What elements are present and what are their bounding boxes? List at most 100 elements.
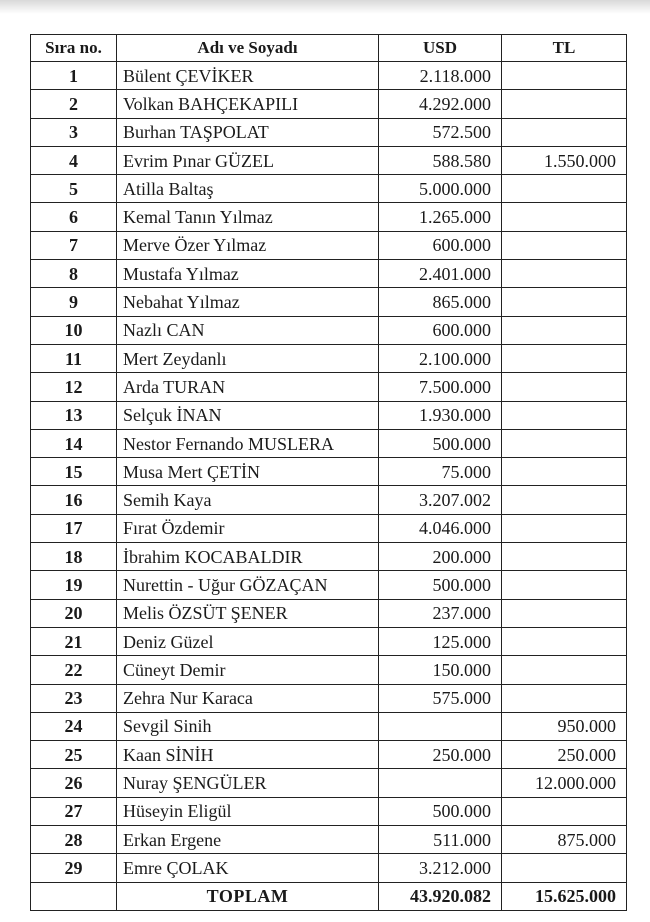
row-number: 24 — [30, 711, 117, 742]
table-row: 5 Atilla Baltaş 5.000.000 — [30, 174, 627, 204]
total-row: TOPLAM 43.920.082 15.625.000 — [30, 881, 627, 911]
person-name: İbrahim KOCABALDIR — [116, 542, 379, 572]
total-usd: 43.920.082 — [378, 881, 502, 911]
usd-amount: 865.000 — [378, 287, 502, 317]
table-row: 3 Burhan TAŞPOLAT 572.500 — [30, 117, 627, 147]
usd-amount: 75.000 — [378, 457, 502, 487]
usd-amount: 237.000 — [378, 598, 502, 628]
usd-amount: 3.212.000 — [378, 853, 502, 883]
table-row: 29 Emre ÇOLAK 3.212.000 — [30, 853, 627, 883]
tl-amount — [501, 626, 627, 657]
table-row: 23 Zehra Nur Karaca 575.000 — [30, 683, 627, 713]
person-name: Kemal Tanın Yılmaz — [116, 202, 379, 232]
tl-amount: 950.000 — [501, 711, 627, 742]
person-name: Arda TURAN — [116, 372, 379, 402]
table-row: 10 Nazlı CAN 600.000 — [30, 315, 627, 345]
person-name: Emre ÇOLAK — [116, 853, 379, 883]
table-row: 26 Nuray ŞENGÜLER 12.000.000 — [30, 768, 627, 798]
usd-amount: 511.000 — [378, 825, 502, 855]
row-number: 10 — [30, 315, 117, 345]
tl-amount — [501, 372, 627, 402]
row-number: 25 — [30, 740, 117, 770]
row-number: 21 — [30, 626, 117, 657]
row-number: 15 — [30, 457, 117, 487]
usd-amount: 150.000 — [378, 655, 502, 685]
person-name: Semih Kaya — [116, 485, 379, 515]
table-row: 17 Fırat Özdemir 4.046.000 — [30, 513, 627, 544]
row-number: 13 — [30, 400, 117, 430]
person-name: Cüneyt Demir — [116, 655, 379, 685]
tl-amount — [501, 230, 627, 261]
tl-amount — [501, 513, 627, 544]
usd-amount: 4.046.000 — [378, 513, 502, 544]
row-number: 5 — [30, 174, 117, 204]
person-name: Deniz Güzel — [116, 626, 379, 657]
row-number: 18 — [30, 542, 117, 572]
table-row: 22 Cüneyt Demir 150.000 — [30, 655, 627, 685]
usd-amount: 500.000 — [378, 796, 502, 827]
person-name: Evrim Pınar GÜZEL — [116, 145, 379, 176]
row-number: 16 — [30, 485, 117, 515]
table-row: 16 Semih Kaya 3.207.002 — [30, 485, 627, 515]
usd-amount — [378, 711, 502, 742]
header-row: Sıra no. Adı ve Soyadı USD TL — [30, 34, 627, 62]
person-name: Kaan SİNİH — [116, 740, 379, 770]
header-usd: USD — [378, 34, 502, 62]
person-name: Nurettin - Uğur GÖZAÇAN — [116, 570, 379, 600]
row-number: 23 — [30, 683, 117, 713]
usd-amount: 500.000 — [378, 570, 502, 600]
tl-amount: 250.000 — [501, 740, 627, 770]
person-name: Volkan BAHÇEKAPILI — [116, 89, 379, 119]
row-number: 27 — [30, 796, 117, 827]
row-number: 14 — [30, 428, 117, 459]
table-row: 8 Mustafa Yılmaz 2.401.000 — [30, 259, 627, 289]
table-row: 20 Melis ÖZSÜT ŞENER 237.000 — [30, 598, 627, 628]
usd-amount: 600.000 — [378, 230, 502, 261]
tl-amount — [501, 655, 627, 685]
usd-amount: 588.580 — [378, 145, 502, 176]
row-number: 1 — [30, 60, 117, 91]
person-name: Nuray ŞENGÜLER — [116, 768, 379, 798]
row-number: 8 — [30, 259, 117, 289]
row-number: 7 — [30, 230, 117, 261]
usd-amount: 1.265.000 — [378, 202, 502, 232]
row-number: 19 — [30, 570, 117, 600]
table-row: 27 Hüseyin Eligül 500.000 — [30, 796, 627, 827]
total-empty-cell — [30, 881, 117, 911]
table-row: 14 Nestor Fernando MUSLERA 500.000 — [30, 428, 627, 459]
usd-amount: 600.000 — [378, 315, 502, 345]
tl-amount — [501, 287, 627, 317]
row-number: 20 — [30, 598, 117, 628]
person-name: Mustafa Yılmaz — [116, 259, 379, 289]
table-row: 6 Kemal Tanın Yılmaz 1.265.000 — [30, 202, 627, 232]
person-name: Erkan Ergene — [116, 825, 379, 855]
row-number: 2 — [30, 89, 117, 119]
person-name: Fırat Özdemir — [116, 513, 379, 544]
table-row: 28 Erkan Ergene 511.000 875.000 — [30, 825, 627, 855]
tl-amount — [501, 485, 627, 515]
tl-amount — [501, 259, 627, 289]
tl-amount — [501, 853, 627, 883]
person-name: Bülent ÇEVİKER — [116, 60, 379, 91]
usd-amount: 250.000 — [378, 740, 502, 770]
person-name: Nestor Fernando MUSLERA — [116, 428, 379, 459]
usd-amount: 5.000.000 — [378, 174, 502, 204]
person-name: Nazlı CAN — [116, 315, 379, 345]
person-name: Merve Özer Yılmaz — [116, 230, 379, 261]
person-name: Melis ÖZSÜT ŞENER — [116, 598, 379, 628]
table-row: 19 Nurettin - Uğur GÖZAÇAN 500.000 — [30, 570, 627, 600]
row-number: 22 — [30, 655, 117, 685]
tl-amount — [501, 428, 627, 459]
row-number: 4 — [30, 145, 117, 176]
tl-amount — [501, 117, 627, 147]
usd-amount: 2.118.000 — [378, 60, 502, 91]
person-name: Musa Mert ÇETİN — [116, 457, 379, 487]
table-row: 13 Selçuk İNAN 1.930.000 — [30, 400, 627, 430]
tl-amount — [501, 457, 627, 487]
tl-amount — [501, 343, 627, 374]
row-number: 12 — [30, 372, 117, 402]
row-number: 9 — [30, 287, 117, 317]
payments-table: Sıra no. Adı ve Soyadı USD TL 1 Bülent ÇE… — [30, 34, 627, 911]
usd-amount — [378, 768, 502, 798]
person-name: Burhan TAŞPOLAT — [116, 117, 379, 147]
